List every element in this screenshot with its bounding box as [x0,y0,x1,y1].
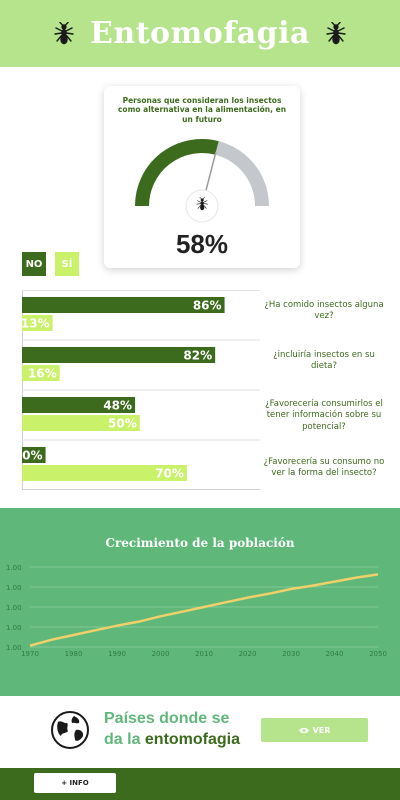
bar-value-label: 82% [183,349,212,363]
x-tick-label: 2020 [239,650,257,658]
y-tick-label: 1.00 [6,624,22,632]
bar-value-label: 70% [155,467,184,481]
x-tick-label: 1970 [21,650,39,658]
ant-icon [52,22,76,46]
x-tick-label: 2010 [195,650,213,658]
y-tick-label: 1.00 [6,644,22,652]
bar-value-label: 16% [28,367,57,381]
y-tick-label: 1.00 [6,604,22,612]
x-tick-label: 2040 [326,650,344,658]
x-tick-label: 1990 [108,650,126,658]
question-label: ¿incluiría insectos en su dieta? [262,350,386,373]
legend-si: SÍ [55,252,79,276]
question-label: ¿Favorecería su consumo no ver la forma … [258,457,390,480]
survey-bar-chart: 86% 13% 82% 16% 48% 50% 10% 70% [22,290,260,490]
gauge-card: Personas que consideran los insectos com… [104,86,300,268]
bar-value-label: 10% [22,449,43,463]
eye-icon [299,727,309,734]
y-tick-label: 1.00 [6,564,22,572]
info-button[interactable]: + INFO [34,773,116,793]
ant-icon [324,22,348,46]
bar-value-label: 86% [193,299,222,313]
footer: + INFO [0,768,400,800]
bar-value-label: 48% [103,399,132,413]
x-tick-label: 2000 [152,650,170,658]
y-tick-label: 1.00 [6,584,22,592]
bar-value-label: 50% [108,417,137,431]
countries-title-prefix: da la [104,731,145,748]
globe-icon [50,710,90,750]
countries-banner: Países donde se da la entomofagia VER [0,696,400,768]
countries-title-line2: da la entomofagia [104,731,240,749]
x-tick-label: 2050 [369,650,387,658]
bar-value-label: 13% [22,317,50,331]
header: Entomofagia [0,0,400,67]
population-line [30,574,378,645]
legend-no: NO [22,252,46,276]
x-tick-label: 1980 [65,650,83,658]
countries-title-highlight: entomofagia [145,731,240,748]
question-label: ¿Favorecería consumirlos el tener inform… [258,399,390,433]
ver-button[interactable]: VER [261,718,368,742]
ver-button-label: VER [313,726,331,735]
x-tick-label: 2030 [282,650,300,658]
population-growth-section: Crecimiento de la población 1.00 1.00 1.00… [0,508,400,696]
gauge-value: 58% [104,229,300,260]
question-label: ¿Ha comido insectos alguna vez? [262,300,386,323]
countries-title-line1: Países donde se [104,710,229,728]
page-title: Entomofagia [90,16,310,51]
